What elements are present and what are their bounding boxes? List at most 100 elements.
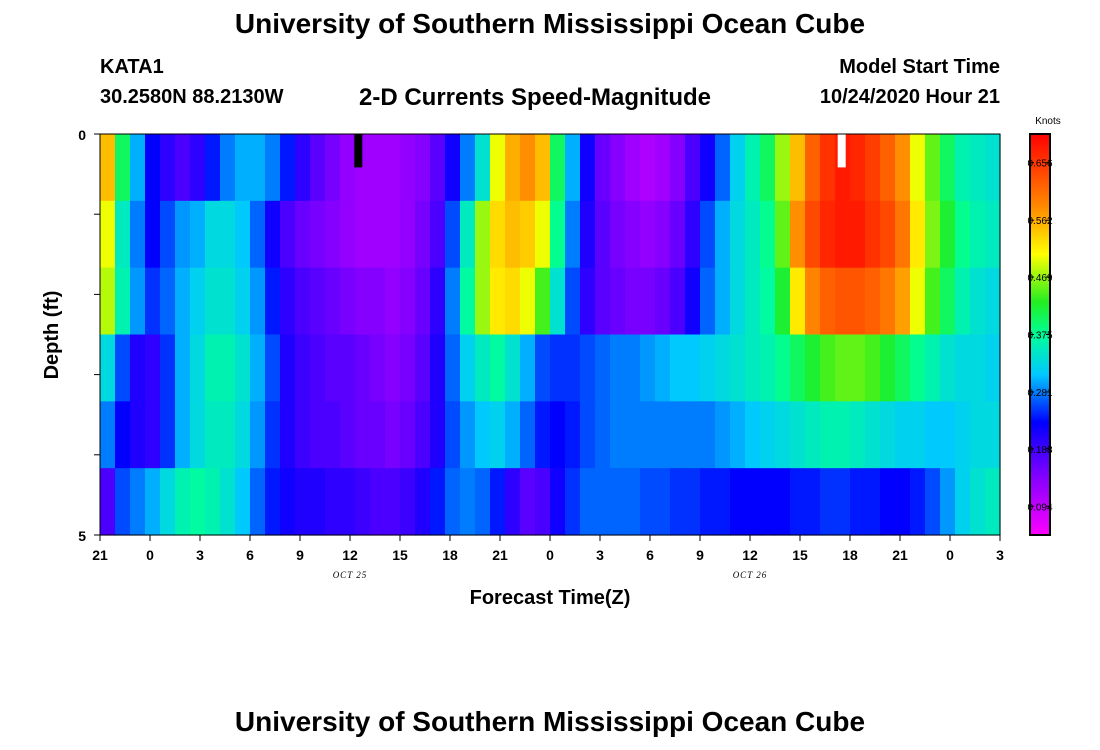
- heatmap-cell: [730, 401, 746, 469]
- heatmap-cell: [370, 267, 386, 336]
- heatmap-cell: [580, 134, 596, 202]
- heatmap-cell: [835, 401, 851, 469]
- heatmap-cell: [100, 267, 116, 336]
- heatmap-cell: [190, 468, 206, 536]
- heatmap-cell: [685, 468, 701, 536]
- heatmap-cell: [430, 401, 446, 469]
- heatmap-cell: [265, 401, 281, 469]
- heatmap-cell: [160, 334, 176, 402]
- heatmap-cell: [145, 200, 161, 269]
- y-tick-label: 5: [78, 528, 86, 544]
- heatmap-cell: [625, 134, 641, 202]
- heatmap-cell: [625, 401, 641, 469]
- heatmap-cell: [505, 134, 521, 202]
- heatmap-cell: [715, 134, 731, 202]
- heatmap-cell: [460, 267, 476, 336]
- heatmap-cell: [625, 334, 641, 402]
- heatmap-cell: [520, 134, 536, 202]
- heatmap-cell: [565, 134, 581, 202]
- heatmap-cell: [175, 468, 191, 536]
- heatmap-cell: [550, 401, 566, 469]
- heatmap-cell: [865, 200, 881, 269]
- heatmap-cell: [385, 468, 401, 536]
- y-axis-label: Depth (ft): [41, 291, 63, 380]
- heatmap-cell: [805, 401, 821, 469]
- heatmap-cell: [205, 401, 221, 469]
- heatmap-cell: [325, 334, 341, 402]
- x-tick-label: 3: [196, 547, 204, 563]
- heatmap-cell: [310, 468, 326, 536]
- heatmap-cell: [805, 134, 821, 202]
- heatmap-cell: [340, 468, 356, 536]
- heatmap-cell: [595, 468, 611, 536]
- heatmap-cell: [685, 267, 701, 336]
- heatmap-cell: [670, 134, 686, 202]
- heatmap-cell: [880, 468, 896, 536]
- heatmap-cell: [820, 334, 836, 402]
- heatmap-cell: [100, 200, 116, 269]
- heatmap-cell: [370, 334, 386, 402]
- heatmap-cell: [415, 267, 431, 336]
- heatmap-cell: [190, 200, 206, 269]
- date-label: OCT 25: [333, 570, 368, 580]
- heatmap-cell: [895, 267, 911, 336]
- heatmap-cell: [310, 200, 326, 269]
- heatmap-cell: [265, 200, 281, 269]
- heatmap-cell: [970, 200, 986, 269]
- heatmap-cell: [130, 401, 146, 469]
- heatmap-cell: [985, 200, 1001, 269]
- heatmap-cell: [760, 267, 776, 336]
- heatmap-cell: [670, 200, 686, 269]
- heatmap-cell: [565, 468, 581, 536]
- heatmap-cell: [250, 401, 266, 469]
- heatmap-cell: [730, 334, 746, 402]
- heatmap-cell: [730, 468, 746, 536]
- heatmap-cell: [235, 468, 251, 536]
- heatmap-cell: [445, 267, 461, 336]
- heatmap-cell: [340, 401, 356, 469]
- heatmap-cell: [640, 468, 656, 536]
- heatmap-cell: [640, 401, 656, 469]
- heatmap-cell: [505, 334, 521, 402]
- heatmap-cell: [655, 267, 671, 336]
- x-tick-label: 3: [596, 547, 604, 563]
- heatmap-cell: [775, 334, 791, 402]
- heatmap-cell: [265, 334, 281, 402]
- heatmap-cell: [205, 468, 221, 536]
- heatmap-cell: [445, 134, 461, 202]
- heatmap-cell: [430, 134, 446, 202]
- heatmap-cell: [475, 134, 491, 202]
- heatmap-cell: [130, 468, 146, 536]
- heatmap-cell: [550, 134, 566, 202]
- heatmap-cell: [700, 468, 716, 536]
- heatmap-cell: [745, 200, 761, 269]
- heatmap-cell: [595, 401, 611, 469]
- heatmap-cell: [205, 267, 221, 336]
- heatmap-cell: [820, 134, 836, 202]
- heatmap-cell: [280, 267, 296, 336]
- heatmap-cell: [970, 267, 986, 336]
- colorbar-tick-label: 0.188: [1027, 445, 1052, 456]
- heatmap-cell: [970, 401, 986, 469]
- x-tick-label: 6: [246, 547, 254, 563]
- station-id: KATA1: [100, 56, 164, 78]
- heatmap-cell: [745, 134, 761, 202]
- heatmap-cell: [535, 334, 551, 402]
- heatmap-cell: [745, 267, 761, 336]
- heatmap-cell: [820, 468, 836, 536]
- heatmap-cell: [505, 267, 521, 336]
- x-tick-label: 21: [492, 547, 508, 563]
- heatmap-cell: [145, 334, 161, 402]
- heatmap-cell: [760, 468, 776, 536]
- heatmap-cell: [535, 134, 551, 202]
- heatmap-cell: [880, 200, 896, 269]
- heatmap-cell: [490, 267, 506, 336]
- x-tick-label: 15: [792, 547, 808, 563]
- x-tick-label: 0: [146, 547, 154, 563]
- heatmap-cell: [280, 334, 296, 402]
- heatmap-cell: [490, 468, 506, 536]
- colorbar-tick-label: 0.562: [1027, 216, 1052, 227]
- heatmap-cell: [730, 200, 746, 269]
- heatmap-cell: [715, 468, 731, 536]
- heatmap-cell: [415, 468, 431, 536]
